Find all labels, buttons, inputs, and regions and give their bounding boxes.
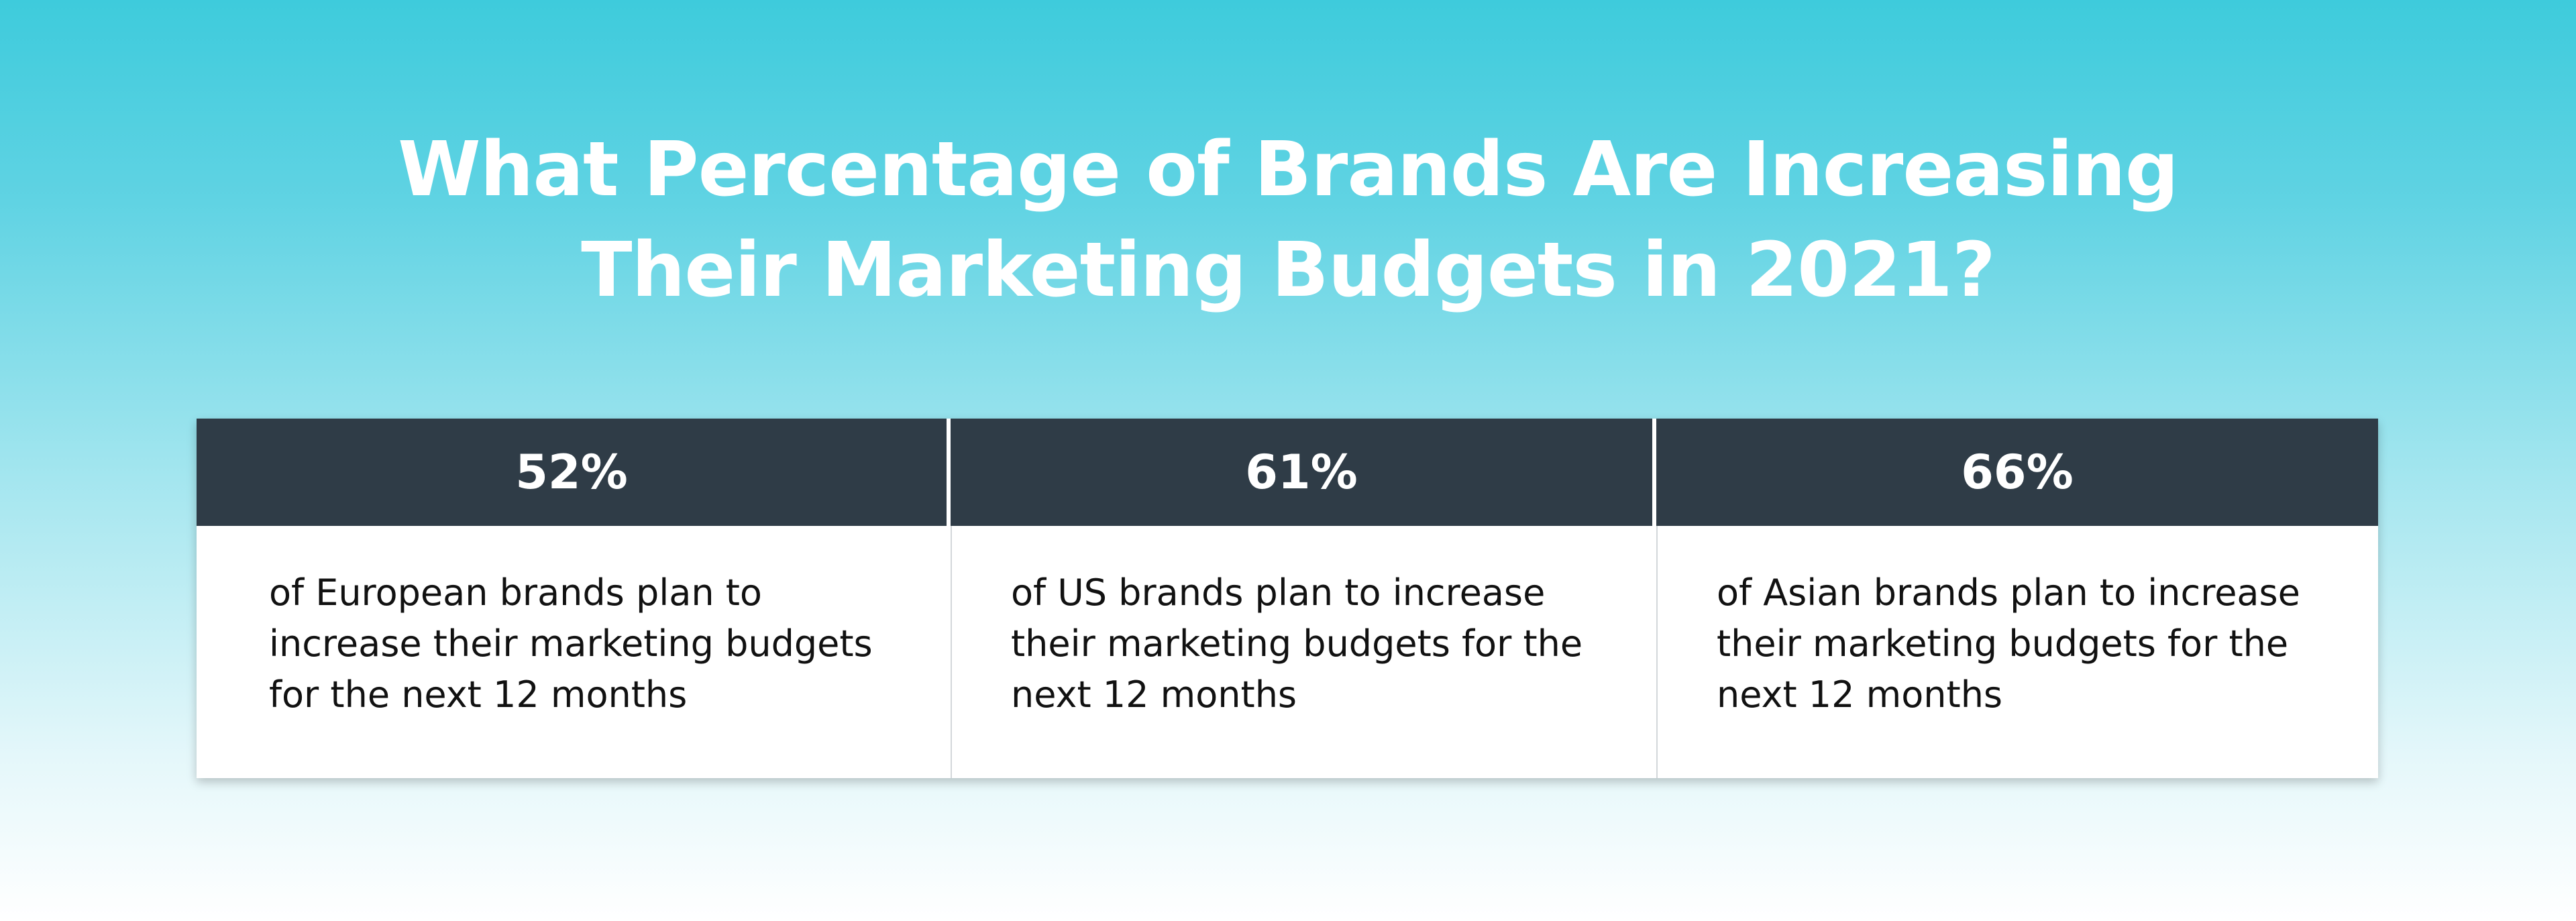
stat-header-us: 61% (951, 419, 1652, 526)
stat-header-asia: 66% (1656, 419, 2378, 526)
stat-header-europe: 52% (197, 419, 947, 526)
chart-title: What Percentage of Brands Are Increasing… (0, 119, 2576, 321)
stat-description-europe: of European brands plan to increase thei… (269, 572, 873, 716)
chart-title-line-2: Their Marketing Budgets in 2021? (581, 227, 1996, 314)
stat-column-asia: 66% of Asian brands plan to increase the… (1652, 419, 2378, 778)
stat-column-us: 61% of US brands plan to increase their … (947, 419, 1652, 778)
stat-description-asia: of Asian brands plan to increase their m… (1656, 526, 2378, 778)
stats-table: 52% of European brands plan to increase … (197, 419, 2378, 778)
stat-column-europe: 52% of European brands plan to increase … (197, 419, 947, 778)
stat-description-us: of US brands plan to increase their mark… (951, 526, 1652, 778)
chart-title-line-1: What Percentage of Brands Are Increasing (398, 126, 2179, 213)
